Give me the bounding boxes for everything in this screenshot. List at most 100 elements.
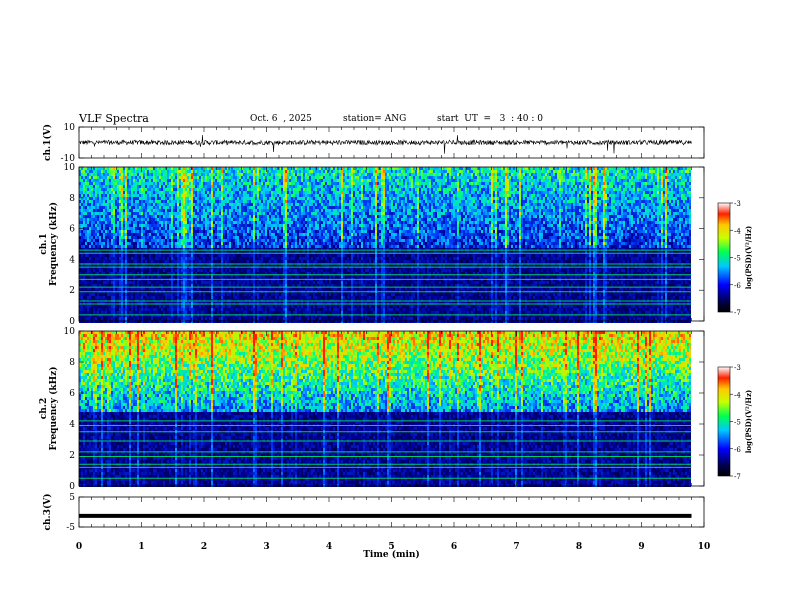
ch1-spectrogram-cell (151, 320, 153, 323)
ch1-spectrogram-cell (167, 257, 169, 260)
ch1-spectrogram-cell (169, 233, 171, 236)
ch1-spectrogram-cell (197, 182, 199, 185)
ch1-spectrogram-cell (207, 254, 209, 257)
ch1-spectrogram-cell (101, 302, 103, 305)
ch1-spectrogram-cell (225, 218, 227, 221)
ch1-spectrogram-cell (111, 185, 113, 188)
ch1-spectrogram-cell (177, 293, 179, 296)
ch1-spectrogram-cell (175, 224, 177, 227)
ch1-spectrogram-cell (205, 281, 207, 284)
ch1-spectrogram-cell (165, 251, 167, 254)
ch1-spectrogram-cell (209, 200, 211, 203)
ch1-spectrogram-cell (231, 212, 233, 215)
ch1-spectrogram-cell (155, 227, 157, 230)
ch1-spectrogram-cell (237, 215, 239, 218)
ch1-spectrogram-cell (231, 305, 233, 308)
ch1-spectrogram-cell (89, 218, 91, 221)
ch1-spectrogram-cell (195, 209, 197, 212)
ch1-spectrogram-cell (165, 287, 167, 290)
ch1-spectrogram-cell (245, 176, 247, 179)
ch1-spectrogram-cell (107, 317, 109, 320)
ch1-spectrogram-cell (219, 221, 221, 224)
ch1-spectrogram-cell (183, 242, 185, 245)
ch1-spectrogram-cell (251, 281, 253, 284)
ch1-spectrogram-cell (233, 284, 235, 287)
ch1-spectrogram-cell (189, 209, 191, 212)
ch1-spectrogram-cell (193, 317, 195, 320)
ch1-spectrogram-cell (97, 320, 99, 323)
ch1-spectrogram-cell (117, 218, 119, 221)
ch1-spectrogram-cell (155, 194, 157, 197)
ch1-spectrogram-cell (123, 284, 125, 287)
ch1-spectrogram-cell (171, 254, 173, 257)
ch1-spectrogram-cell (99, 194, 101, 197)
ch1-spectrogram-cell (85, 308, 87, 311)
ch1-spectrogram-cell (161, 272, 163, 275)
ch1-spectrogram-cell (189, 287, 191, 290)
ch1-spectrogram-cell (135, 218, 137, 221)
ch1-spectrogram-cell (127, 218, 129, 221)
ch1-spectrogram-cell (161, 296, 163, 299)
ch1-spectrogram-cell (183, 179, 185, 182)
ch1-spectrogram-cell (101, 209, 103, 212)
ch1-spectrogram-cell (165, 311, 167, 314)
ch1-spectrogram-cell (215, 206, 217, 209)
ch1-spectrogram-cell (163, 236, 165, 239)
ch1-spectrogram-cell (153, 233, 155, 236)
ch1-spectrogram-cell (91, 248, 93, 251)
ch1-spectrogram-cell (233, 212, 235, 215)
ch1-spectrogram-cell (221, 167, 223, 170)
ch1-spectrogram-cell (153, 251, 155, 254)
ch1-spectrogram-cell (211, 209, 213, 212)
ch1-spectrogram-cell (169, 239, 171, 242)
ch1-spectrogram-cell (225, 215, 227, 218)
ch1-spectrogram-cell (195, 311, 197, 314)
ch1-spectrogram-cell (139, 269, 141, 272)
ch1-spectrogram-cell (161, 170, 163, 173)
ch1-spectrogram-cell (141, 176, 143, 179)
ch1-spectrogram-cell (177, 224, 179, 227)
ch1-spectrogram-cell (107, 212, 109, 215)
ch1-spectrogram-cell (169, 206, 171, 209)
ch1-spectrogram-cell (81, 245, 83, 248)
ch1-spectrogram-cell (209, 194, 211, 197)
ch1-spectrogram-cell (237, 284, 239, 287)
ch1-spectrogram-cell (129, 203, 131, 206)
ch1-spectrogram-cell (89, 308, 91, 311)
ch1-spectrogram-cell (123, 203, 125, 206)
ch1-spectrogram-cell (147, 227, 149, 230)
ch1-spectrogram-cell (179, 251, 181, 254)
ch1-spectrogram-cell (115, 230, 117, 233)
ch1-spectrogram-cell (113, 254, 115, 257)
ch1-spectrogram-cell (161, 314, 163, 317)
ch1-spectrogram-cell (191, 227, 193, 230)
ch1-spectrogram-cell (189, 215, 191, 218)
ch1-spectrogram-cell (167, 173, 169, 176)
ch1-spectrogram-cell (95, 191, 97, 194)
ch1-spectrogram-cell (199, 245, 201, 248)
ch1-spectrogram-cell (85, 254, 87, 257)
ch1-spectrogram-cell (233, 227, 235, 230)
ch1-spectrogram-cell (173, 287, 175, 290)
ch1-spectrogram-cell (131, 233, 133, 236)
ch1-spectrogram-cell (107, 251, 109, 254)
ch1-spectrogram-cell (213, 236, 215, 239)
ch1-spectrogram-cell (133, 215, 135, 218)
ch1-spectrogram-cell (103, 212, 105, 215)
ch1-spectrogram-cell (265, 272, 267, 275)
ch1-spectrogram-cell (133, 281, 135, 284)
ch1-spectrogram-cell (103, 275, 105, 278)
ch1-spectrogram-cell (169, 269, 171, 272)
ch1-spectrogram-cell (115, 302, 117, 305)
ch1-spectrogram-cell (95, 287, 97, 290)
ch1-spectrogram-cell (225, 167, 227, 170)
ch1-spectrogram-cell (103, 173, 105, 176)
ch1-spectrogram-cell (217, 302, 219, 305)
ch1-spectrogram-cell (211, 320, 213, 323)
ch1-spectrogram-cell (205, 197, 207, 200)
ch1-spectrogram-cell (111, 311, 113, 314)
ch1-spectrogram-cell (97, 215, 99, 218)
ch1-spectrogram-cell (129, 254, 131, 257)
ch1-spectrogram-cell (205, 230, 207, 233)
ch1-spectrogram-cell (83, 209, 85, 212)
